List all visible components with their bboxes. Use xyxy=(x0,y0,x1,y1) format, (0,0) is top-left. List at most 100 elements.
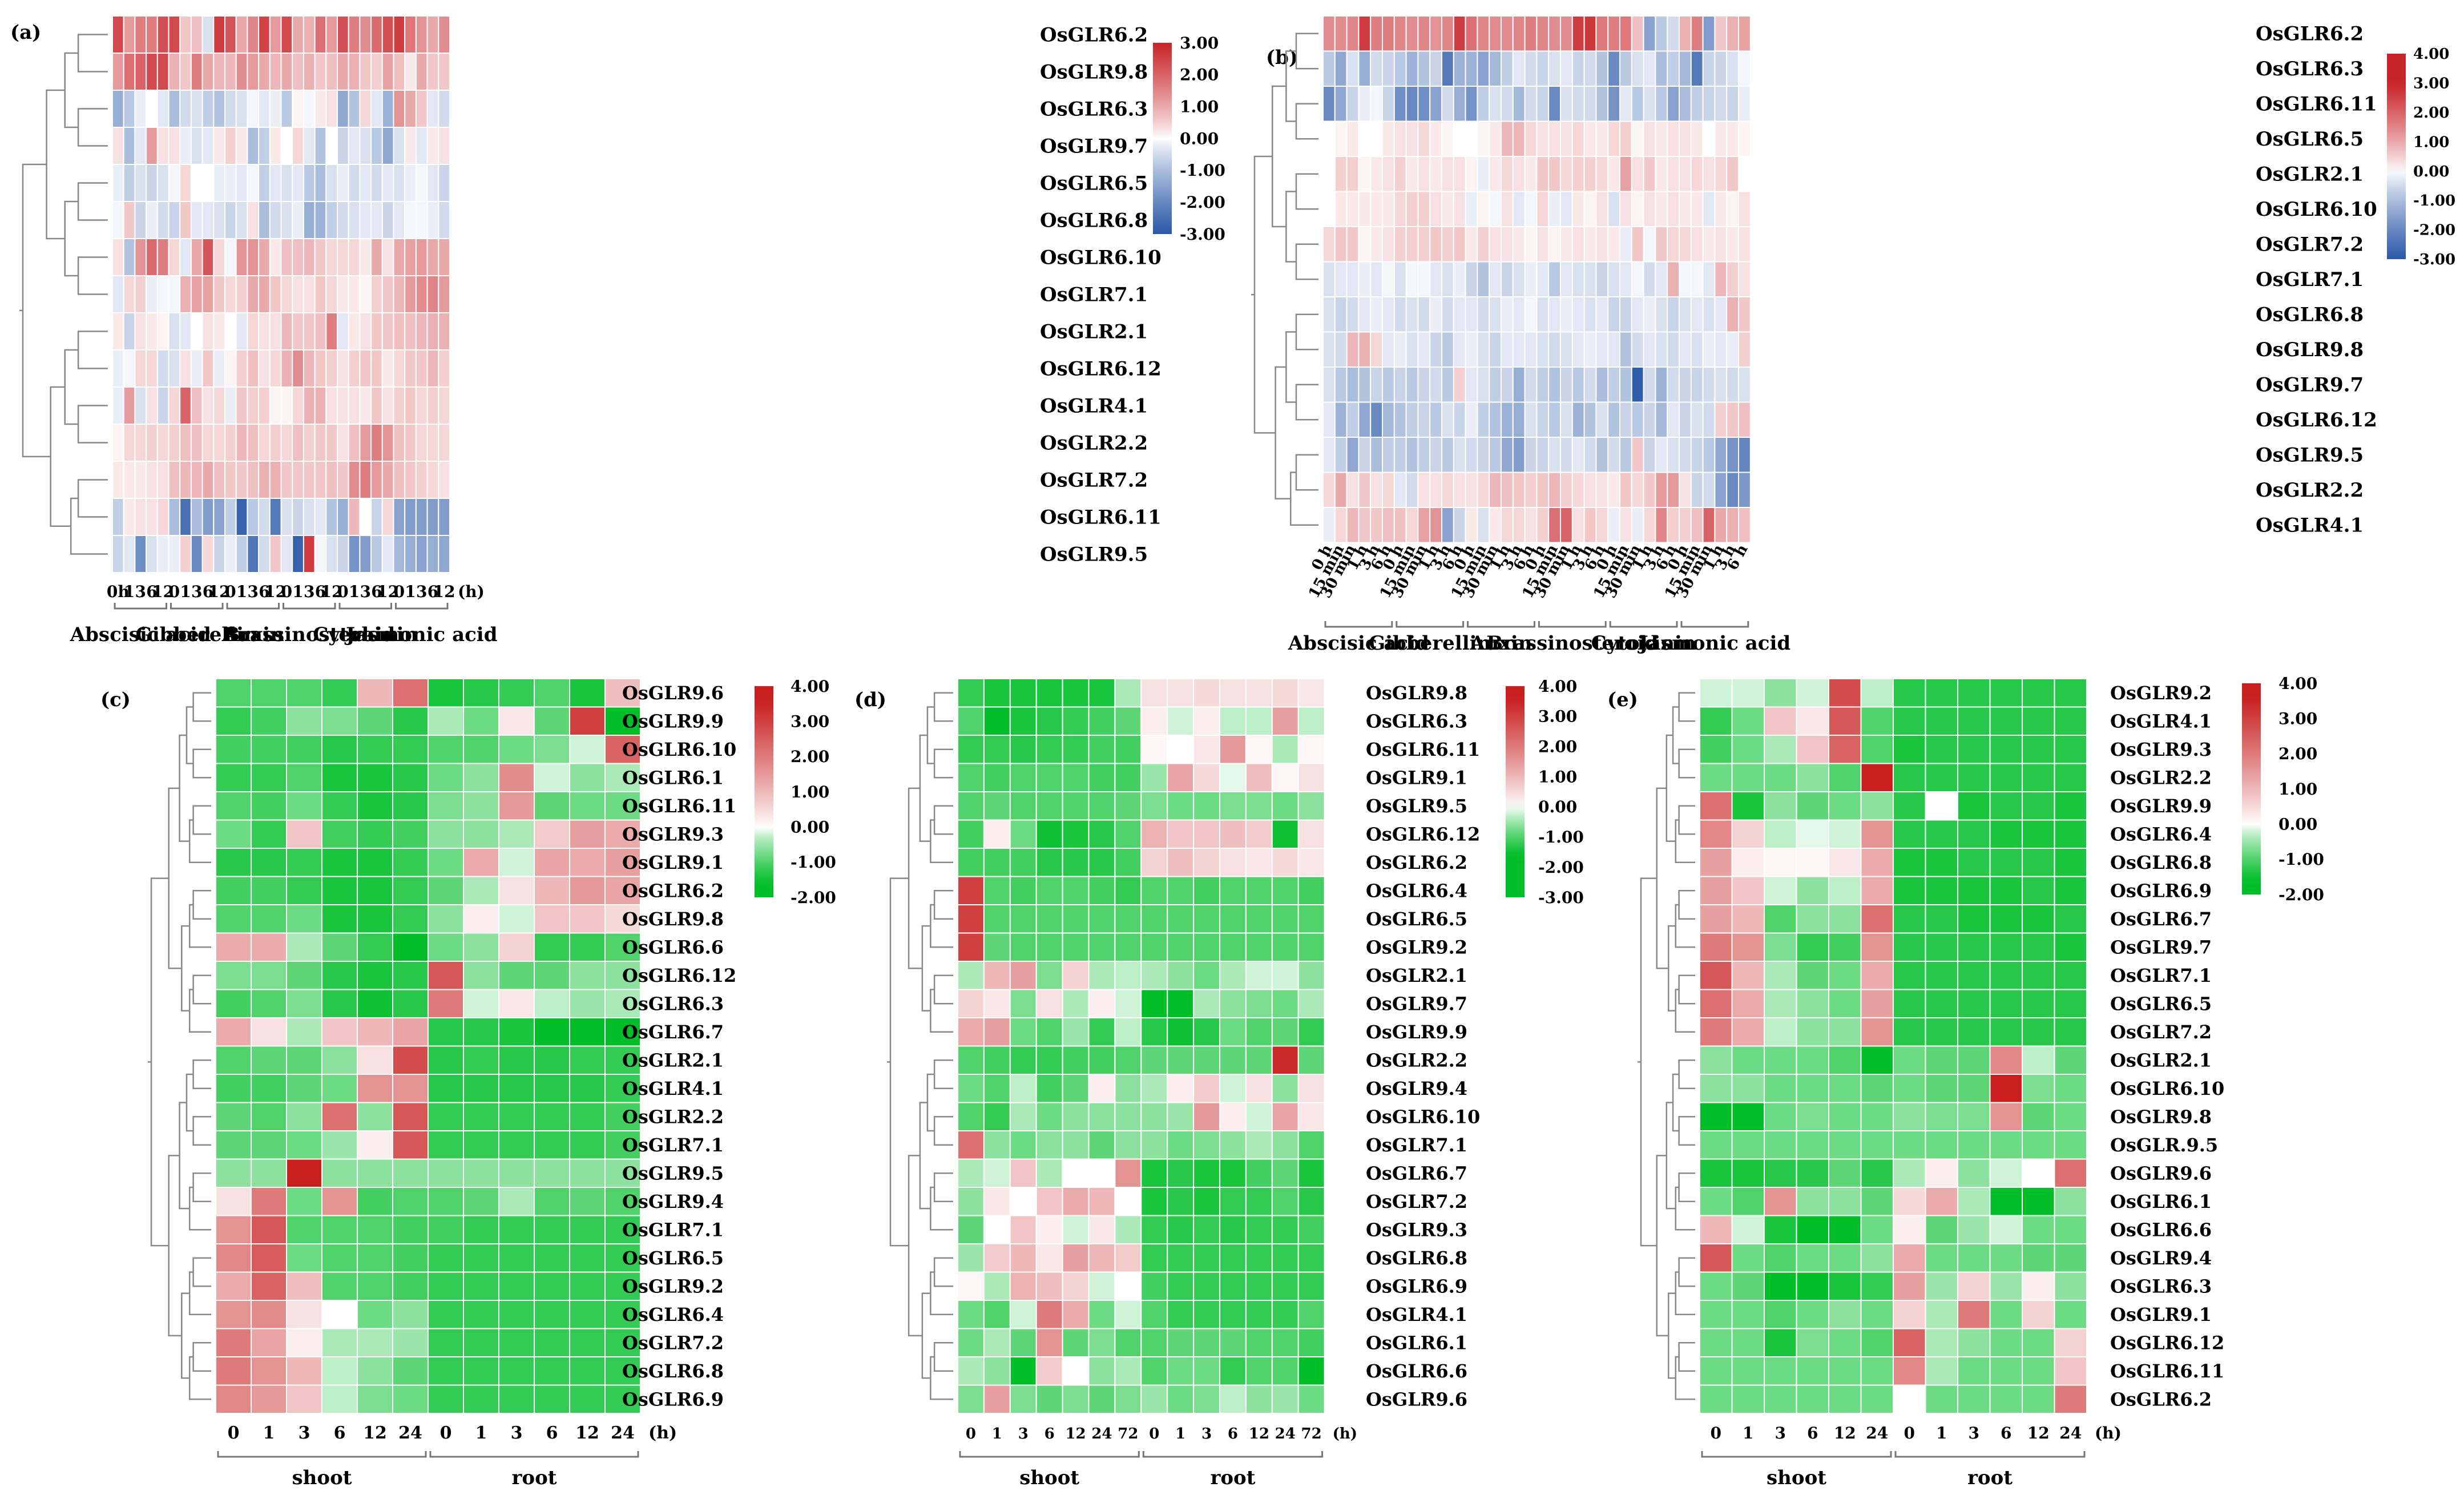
heatmap-cell xyxy=(201,498,215,536)
heatmap-cell xyxy=(292,201,304,239)
heatmap-cell xyxy=(1245,1271,1273,1301)
heatmap-cell xyxy=(404,424,417,462)
group-bracket xyxy=(114,603,167,610)
heatmap-cell xyxy=(1726,50,1739,87)
heatmap-cell xyxy=(1731,961,1765,990)
heatmap-cell xyxy=(1271,763,1299,792)
heatmap-cell xyxy=(1764,763,1797,792)
heatmap-cell xyxy=(1989,1271,2023,1301)
heatmap-cell xyxy=(1297,1384,1325,1414)
heatmap-cell xyxy=(983,904,1011,934)
heatmap-cell xyxy=(251,1158,287,1188)
heatmap-cell xyxy=(1062,1271,1090,1301)
heatmap-cell xyxy=(2054,876,2087,905)
heatmap-cell xyxy=(1989,904,2023,934)
heatmap-cell xyxy=(1925,904,1958,934)
heatmap-cell xyxy=(1062,706,1090,736)
heatmap-cell xyxy=(224,349,237,388)
heatmap-cell xyxy=(1702,261,1716,297)
heatmap-cell xyxy=(357,735,393,764)
row-label: OsGLR6.6 xyxy=(1366,1360,1467,1382)
heatmap-cell xyxy=(1382,507,1395,543)
heatmap-cell xyxy=(1925,1384,1958,1414)
heatmap-cell xyxy=(1690,296,1704,333)
heatmap-cell xyxy=(286,876,322,905)
heatmap-cell xyxy=(1702,472,1716,508)
heatmap-cell xyxy=(1560,50,1573,87)
heatmap-cell xyxy=(2054,1300,2087,1329)
heatmap-cell xyxy=(1893,1158,1926,1188)
heatmap-cell xyxy=(604,791,641,821)
heatmap-cell xyxy=(393,498,406,536)
dendrogram-branch xyxy=(1678,890,1695,920)
row-dendrogram xyxy=(1251,33,1318,526)
heatmap-cell xyxy=(498,706,535,736)
heatmap-cell xyxy=(604,1271,641,1301)
heatmap-cell xyxy=(1322,191,1336,227)
heatmap-cell xyxy=(1828,1074,1862,1103)
heatmap-cell xyxy=(463,1158,499,1188)
heatmap-cell xyxy=(269,127,282,165)
heatmap-cell xyxy=(134,275,147,313)
heatmap-cell xyxy=(1524,156,1538,192)
heatmap-cell xyxy=(1796,1017,1829,1047)
heatmap-cell xyxy=(1595,15,1609,52)
heatmap-cell xyxy=(498,819,535,849)
heatmap-cell xyxy=(1167,1045,1195,1075)
heatmap-cell xyxy=(321,989,358,1018)
heatmap-cell xyxy=(1245,1243,1273,1273)
heatmap-cell xyxy=(1726,472,1739,508)
heatmap-cell xyxy=(404,312,417,350)
heatmap-cell xyxy=(1477,401,1490,438)
heatmap-cell xyxy=(247,53,260,91)
heatmap-cell xyxy=(1607,507,1620,543)
heatmap-cell xyxy=(1088,1102,1116,1131)
heatmap-cell xyxy=(983,819,1011,849)
heatmap-cell xyxy=(1167,678,1195,708)
heatmap-cell xyxy=(1219,932,1247,962)
heatmap-cell xyxy=(569,932,606,962)
heatmap-cell xyxy=(1619,437,1632,473)
heatmap-cell xyxy=(292,386,304,425)
heatmap-cell xyxy=(983,1271,1011,1301)
heatmap-cell xyxy=(1346,120,1360,157)
heatmap-cell xyxy=(1764,1215,1797,1244)
dendrogram-branch xyxy=(77,256,108,295)
heatmap-cell xyxy=(1860,1384,1894,1414)
heatmap-cell xyxy=(1560,15,1573,52)
heatmap-cell xyxy=(1114,1384,1142,1414)
heatmap-cell xyxy=(1429,437,1442,473)
heatmap-cell xyxy=(1358,86,1372,122)
heatmap-cell xyxy=(392,1130,429,1160)
heatmap-cell xyxy=(224,386,237,425)
heatmap-cell xyxy=(1667,472,1680,508)
color-scale-tick: -1.00 xyxy=(1180,161,1225,180)
group-label: shoot xyxy=(292,1466,352,1489)
heatmap-cell xyxy=(215,1045,252,1075)
heatmap-cell xyxy=(2054,678,2087,708)
heatmap-cell xyxy=(1731,848,1765,877)
heatmap-cell xyxy=(1925,876,1958,905)
heatmap-cell xyxy=(269,238,282,276)
heatmap-cell xyxy=(321,932,358,962)
heatmap-cell xyxy=(134,53,147,91)
heatmap-cell xyxy=(604,1215,641,1244)
heatmap-cell xyxy=(1167,1158,1195,1188)
color-scale-bar xyxy=(755,686,773,897)
heatmap-cell xyxy=(1643,261,1656,297)
group-label: root xyxy=(512,1466,557,1489)
heatmap-cell xyxy=(235,424,248,462)
heatmap-cell xyxy=(393,127,406,165)
row-label: OsGLR7.2 xyxy=(1366,1191,1467,1212)
heatmap-cell xyxy=(190,386,203,425)
heatmap-cell xyxy=(1893,1102,1926,1131)
heatmap-cell xyxy=(370,201,383,239)
heatmap-cell xyxy=(983,763,1011,792)
heatmap-cell xyxy=(393,424,406,462)
heatmap-cell xyxy=(392,1102,429,1131)
column-tick-label: 12 xyxy=(208,582,231,601)
dendrogram-branch xyxy=(933,1342,953,1372)
heatmap-cell xyxy=(463,1130,499,1160)
heatmap-cell xyxy=(1512,296,1526,333)
